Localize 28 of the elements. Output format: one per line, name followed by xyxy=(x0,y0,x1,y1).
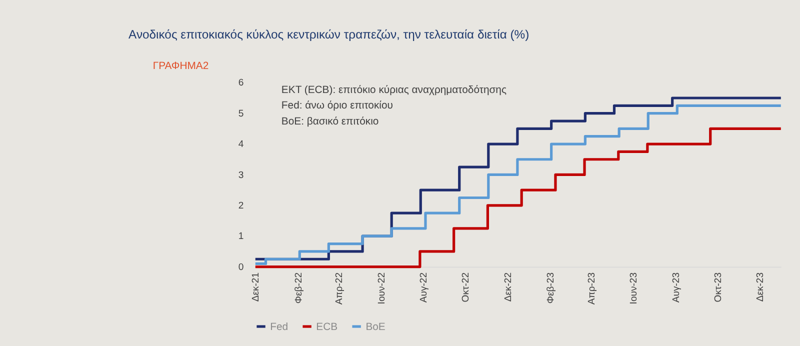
y-tick-label: 2 xyxy=(238,200,244,212)
legend-label: BoE xyxy=(366,322,386,333)
y-tick-label: 3 xyxy=(238,170,244,181)
x-tick-label: Αυγ-22 xyxy=(418,272,430,303)
chart-title: Ανοδικός επιτοκιακός κύκλος κεντρικών τραπεζών, την τελευταία διετία (%) xyxy=(128,27,530,42)
annotation: Fed: άνω όριο επιτοκίου xyxy=(281,100,394,112)
x-tick-label: Δεκ-21 xyxy=(250,272,262,302)
x-tick-label: Οκτ-23 xyxy=(713,272,724,302)
x-tick-label: Ιουν-22 xyxy=(376,272,388,304)
x-tick-label: Φεβ-22 xyxy=(293,272,304,304)
x-tick-label: Απρ-23 xyxy=(586,272,598,305)
x-tick-label: Οκτ-22 xyxy=(460,272,472,302)
y-tick-label: 5 xyxy=(238,108,244,120)
x-tick-label: Φεβ-23 xyxy=(546,272,557,304)
x-tick-label: Δεκ-22 xyxy=(502,272,514,302)
x-tick-label: Ιουν-23 xyxy=(628,272,640,304)
legend-label: ECB xyxy=(316,322,338,333)
y-tick-label: 0 xyxy=(238,262,244,273)
x-tick-label: Αυγ-23 xyxy=(670,272,682,303)
annotation: ΕΚΤ (ECB): επιτόκιο κύριας αναχρηματοδότησης xyxy=(281,85,506,96)
annotation: BoE: βασικό επιτόκιο xyxy=(281,116,379,128)
x-tick-label: Δεκ-23 xyxy=(755,272,766,302)
legend-label: Fed xyxy=(270,322,288,333)
text: ΓΡΑΦΗΜΑ2 xyxy=(152,60,209,72)
y-tick-label: 4 xyxy=(238,139,244,150)
x-tick-label: Απρ-22 xyxy=(334,272,346,305)
y-tick-label: 1 xyxy=(238,231,244,242)
y-tick-label: 6 xyxy=(238,78,244,89)
